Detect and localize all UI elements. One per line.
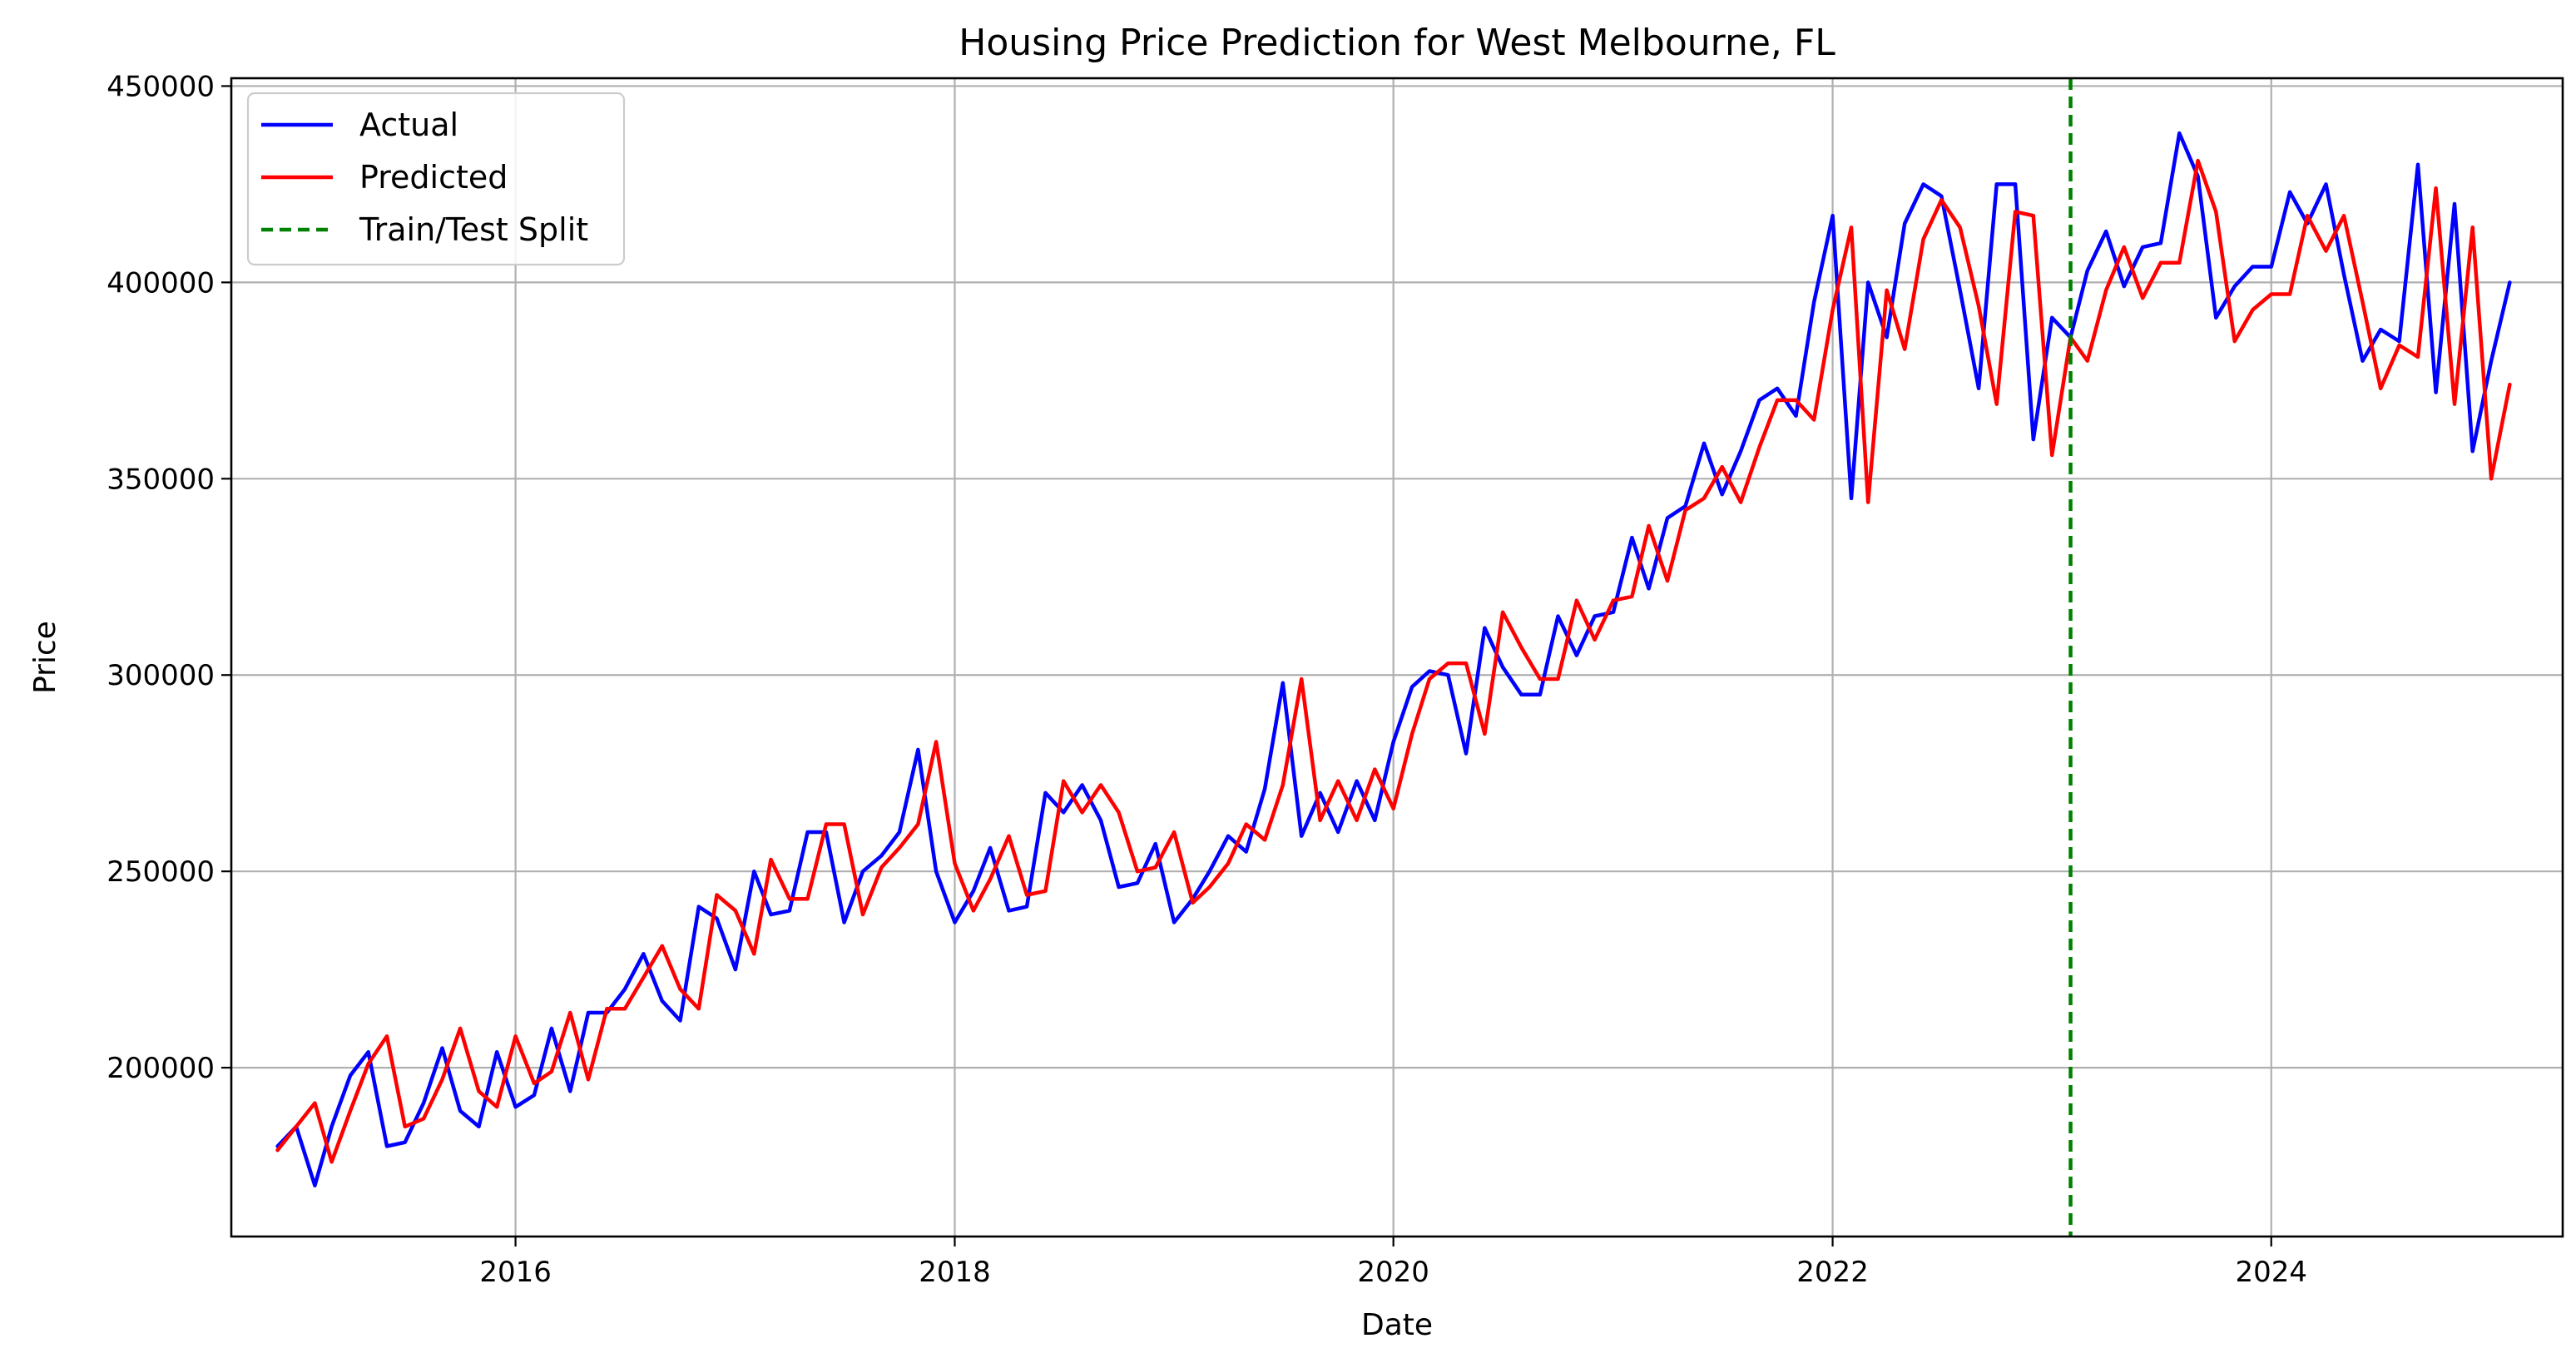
y-tick-label: 200000: [107, 1052, 215, 1085]
y-tick-label: 400000: [107, 266, 215, 300]
x-tick-label: 2022: [1796, 1256, 1869, 1289]
x-tick-label: 2018: [919, 1256, 991, 1289]
x-tick-label: 2020: [1357, 1256, 1429, 1289]
grid: [231, 78, 2563, 1237]
y-tick-label: 300000: [107, 659, 215, 692]
series-layer: [275, 78, 2512, 1237]
y-tick-label: 450000: [107, 70, 215, 103]
legend-label-predicted: Predicted: [359, 159, 508, 196]
legend-label-actual: Actual: [359, 107, 458, 143]
x-tick-label: 2016: [479, 1256, 552, 1289]
y-tick-label: 250000: [107, 855, 215, 889]
legend-label-split: Train/Test Split: [359, 211, 588, 248]
legend-box: [246, 92, 626, 266]
axis-ticks: 2016 2018 2020 2022 2024 200000 250000 300000 35…: [107, 70, 2307, 1289]
chart-title: Housing Price Prediction for West Melbou…: [959, 22, 1835, 64]
x-axis-label: Date: [1361, 1308, 1433, 1342]
plot-frame: [230, 77, 2564, 1238]
y-tick-label: 350000: [107, 463, 215, 496]
series-line-predicted: [275, 158, 2512, 1164]
legend: Actual Predicted Train/Test Split: [246, 92, 626, 266]
y-axis-label: Price: [28, 621, 62, 694]
x-tick-label: 2024: [2235, 1256, 2307, 1289]
